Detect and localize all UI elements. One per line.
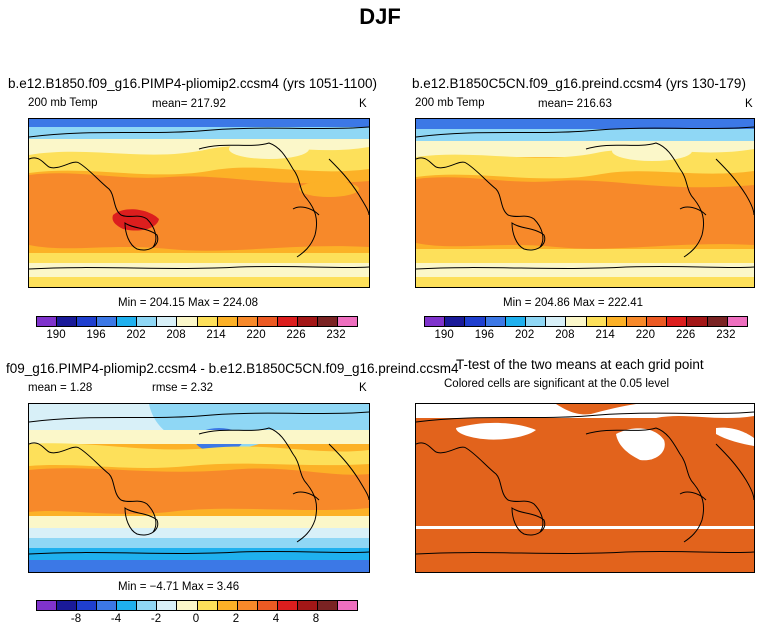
panel1-colorbar-label: 208 [166,329,186,341]
panel3-colorbar-swatch [37,601,58,610]
panel3-colorbar-label: 0 [192,613,200,625]
panel3-colorbar-swatch [237,601,258,610]
panel2-colorbar-swatch [445,317,466,326]
panel1-colorbar-swatch [317,317,338,326]
panel1-colorbar-swatch [57,317,78,326]
panel2-mean-label: mean= 216.63 [538,98,612,110]
panel2-colorbar-swatch [667,317,688,326]
panel1-colorbar-label: 226 [286,329,306,341]
panel3-colorbar-label: 8 [312,613,320,625]
panel2-colorbar-label: 232 [716,329,736,341]
panel2-colorbar-swatch [707,317,728,326]
panel1-colorbar-label: 190 [46,329,66,341]
figure-title: DJF [359,4,401,29]
panel1-mean-label: mean= 217.92 [152,98,226,110]
panel3-colorbar-swatch [117,601,138,610]
panel3-colorbar-swatch [217,601,238,610]
panel4-map [415,403,755,573]
panel2-colorbar-label: 214 [595,329,615,341]
panel2-colorbar-swatch [606,317,627,326]
panel1-colorbar-swatch [217,317,238,326]
panel1-colorbar-swatch [177,317,198,326]
panel3-rmse-label: rmse = 2.32 [152,382,214,394]
panel2-colorbar-swatch [626,317,648,326]
panel1-colorbar-swatch [137,317,158,326]
panel3-colorbar-label: 2 [232,613,240,625]
panel1-colorbar-label: 232 [326,329,346,341]
panel2-colorbar-label: 190 [434,329,454,341]
panel2-minmax: Min = 204.86 Max = 222.41 [503,297,644,309]
panel3-colorbar-swatch [197,601,218,610]
panel2-title: b.e12.B1850C5CN.f09_g16.preind.ccsm4 (yr… [412,76,746,91]
panel2-colorbar-swatch [505,317,526,326]
panel1-colorbar-swatch [237,317,258,326]
panel2-colorbar-swatch [647,317,668,326]
panel1-colorbar-label: 214 [206,329,226,341]
panel2-colorbar-swatch [687,317,708,326]
panel1-colorbar [36,316,358,327]
panel1-colorbar-swatch [197,317,218,326]
panel1-minmax: Min = 204.15 Max = 224.08 [118,297,259,309]
panel1-colorbar-swatch [337,317,357,326]
panel1-colorbar-swatch [117,317,138,326]
panel3-colorbar-label: 4 [272,613,280,625]
panel3-colorbar-label: -2 [150,613,162,625]
panel2-colorbar-swatch [485,317,506,326]
panel3-colorbar-swatch [337,601,357,610]
panel2-colorbar-swatch [727,317,747,326]
panel2-colorbar-swatch [546,317,567,326]
panel3-mean-label: mean = 1.28 [28,382,93,394]
panel2-map [415,118,755,288]
panel3-colorbar-swatch [297,601,318,610]
panel2-colorbar-swatch [586,317,607,326]
panel1-colorbar-label: 196 [86,329,106,341]
panel1-colorbar-swatch [37,317,58,326]
panel3-colorbar-swatch [177,601,198,610]
panel3-map [28,403,370,573]
panel2-colorbar-swatch [425,317,446,326]
panel2-units-label: K [745,98,753,110]
panel2-variable-label: 200 mb Temp [415,97,485,109]
panel2-colorbar-swatch [465,317,486,326]
panel3-colorbar-swatch [157,601,178,610]
panel1-variable-label: 200 mb Temp [28,97,98,109]
panel2-colorbar-label: 196 [474,329,494,341]
panel1-colorbar-swatch [297,317,318,326]
panel4-title: T-test of the two means at each grid poi… [456,357,704,372]
panel3-colorbar-swatch [137,601,158,610]
panel3-colorbar [36,600,358,611]
panel1-map [28,118,370,288]
panel3-minmax: Min = −4.71 Max = 3.46 [118,581,240,593]
panel2-colorbar-label: 220 [635,329,655,341]
panel2-colorbar-label: 202 [515,329,535,341]
panel3-colorbar-swatch [77,601,98,610]
panel1-colorbar-label: 202 [126,329,146,341]
panel3-colorbar-swatch [97,601,118,610]
panel2-colorbar-label: 226 [676,329,696,341]
panel4-subtitle: Colored cells are significant at the 0.0… [444,378,670,390]
panel3-units-label: K [359,382,367,394]
panel1-colorbar-swatch [277,317,298,326]
panel2-colorbar-label: 208 [555,329,575,341]
panel3-colorbar-label: -8 [70,613,82,625]
panel1-title: b.e12.B1850.f09_g16.PIMP4-pliomip2.ccsm4… [8,76,377,91]
panel2-colorbar-swatch [566,317,587,326]
panel1-colorbar-swatch [157,317,178,326]
panel1-colorbar-swatch [77,317,98,326]
panel3-colorbar-swatch [57,601,78,610]
panel1-colorbar-swatch [97,317,118,326]
panel1-units-label: K [359,98,367,110]
panel3-title: f09_g16.PIMP4-pliomip2.ccsm4 - b.e12.B18… [6,361,459,376]
panel3-colorbar-label: -4 [110,613,122,625]
panel3-colorbar-swatch [317,601,338,610]
panel1-colorbar-label: 220 [246,329,266,341]
panel3-colorbar-swatch [277,601,298,610]
panel2-colorbar [424,316,748,327]
panel1-colorbar-swatch [257,317,278,326]
panel3-colorbar-swatch [257,601,278,610]
panel2-colorbar-swatch [525,317,547,326]
